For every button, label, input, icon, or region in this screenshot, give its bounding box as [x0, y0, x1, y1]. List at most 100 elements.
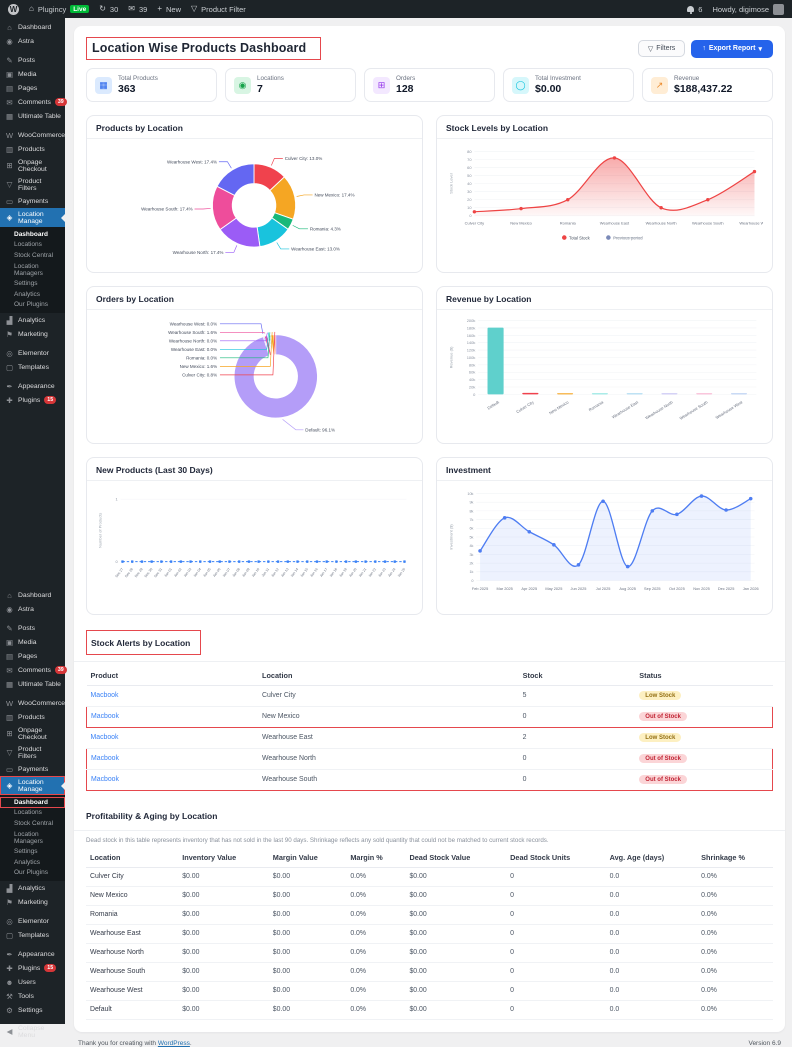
value-cell: $0.00 [178, 905, 269, 925]
sidebar-item-pages[interactable]: ▤ Pages [0, 81, 65, 95]
value-cell: 0 [506, 1000, 606, 1020]
table-row: New Mexico $0.00 $0.00 0.0% $0.00 0 0.0 0.0% [86, 886, 773, 906]
admin-sidebar: ⌂ Dashboard ◉ Astra ✎ Posts ▣ Media ▤ Pages ✉ Comme… [0, 18, 67, 1039]
sidebar-item-astra[interactable]: ◉ Astra [0, 34, 65, 48]
sidebar-item-payments[interactable]: ▭ Payments [0, 762, 65, 776]
filters-button[interactable]: ▽ Filters [637, 40, 686, 57]
submenu-item-dashboard[interactable]: Dashboard [0, 797, 65, 808]
sidebar-item-product-filters[interactable]: ▽ Product Filters [0, 743, 65, 762]
sidebar-item-posts[interactable]: ✎ Posts [0, 53, 65, 67]
sidebar-item-astra[interactable]: ◉ Astra [0, 602, 65, 616]
sidebar-item-plugins[interactable]: ✚ Plugins 15 [0, 393, 65, 407]
updates-count: 30 [109, 4, 119, 14]
sidebar-item-location-manage[interactable]: ◈ Location Manage [0, 208, 65, 227]
new-content-menu[interactable]: + New [157, 5, 181, 14]
account-menu[interactable]: Howdy, digimose [712, 3, 784, 15]
value-cell: $0.00 [405, 924, 507, 944]
legend-item-previous-period[interactable]: Previous period [613, 235, 643, 240]
sidebar-item-location-manage[interactable]: ◈ Location Manage [0, 776, 65, 795]
sidebar-item-posts[interactable]: ✎ Posts [0, 621, 65, 635]
export-report-button[interactable]: ↑ Export Report ▾ [691, 39, 773, 58]
sidebar-item-marketing[interactable]: ⚑ Marketing [0, 327, 65, 341]
comments-link[interactable]: ✉ 39 [128, 5, 147, 14]
submenu-item-our-plugins[interactable]: Our Plugins [14, 869, 48, 877]
chart-donut-orders-by-location: Wearhouse West: 0.0% Wearhouse South: 1.6… [168, 321, 335, 432]
sidebar-item-plugins[interactable]: ✚ Plugins 15 [0, 961, 65, 975]
sidebar-item-onpage-checkout[interactable]: ⊞ Onpage Checkout [0, 724, 65, 743]
sidebar-item-templates[interactable]: ▢ Templates [0, 360, 65, 374]
sidebar-item-analytics[interactable]: ▟ Analytics [0, 881, 65, 895]
sidebar-item-label: Astra [18, 605, 34, 613]
submenu-item-our-plugins[interactable]: Our Plugins [14, 301, 48, 309]
sidebar-item-elementor[interactable]: ◎ Elementor [0, 346, 65, 360]
sidebar-item-ultimate-table[interactable]: ▦ Ultimate Table [0, 677, 65, 691]
wordpress-link[interactable]: WordPress [157, 1039, 190, 1047]
sidebar-item-woocommerce[interactable]: W WooCommerce [0, 128, 65, 142]
product-link[interactable]: Macbook [86, 705, 258, 728]
sidebar-item-label: Pages [18, 652, 38, 660]
stat-value: 7 [257, 83, 263, 95]
submenu-item-stock-central[interactable]: Stock Central [14, 251, 54, 259]
sidebar-item-ultimate-table[interactable]: ▦ Ultimate Table [0, 109, 65, 123]
submenu-item-analytics[interactable]: Analytics [14, 290, 41, 298]
sidebar-item-appearance[interactable]: ✒ Appearance [0, 947, 65, 961]
sidebar-item-settings[interactable]: ⚙ Settings [0, 1003, 65, 1017]
svg-text:New Mexico: 17.4%: New Mexico: 17.4% [314, 192, 354, 197]
submenu-item-stock-central[interactable]: Stock Central [14, 819, 54, 827]
sidebar-item-tools[interactable]: ⚒ Tools [0, 989, 65, 1003]
sidebar-item-product-filters[interactable]: ▽ Product Filters [0, 175, 65, 194]
legend-item-total-stock[interactable]: Total Stock [569, 235, 591, 240]
submenu-item-location-managers[interactable]: Location Managers [14, 262, 43, 277]
sidebar-item-products[interactable]: ▥ Products [0, 142, 65, 156]
revenue-trend-icon: ↗ [651, 76, 668, 94]
column-header-shrinkage: Shrinkage % [697, 847, 773, 868]
chart-donut-products-by-location: Culver City: 13.0% New Mexico: 17.4% Roman… [141, 156, 354, 255]
submenu-item-analytics[interactable]: Analytics [14, 858, 41, 866]
svg-text:4k: 4k [469, 544, 473, 548]
sidebar-item-comments[interactable]: ✉ Comments 39 [0, 95, 67, 109]
sidebar-item-label: Plugins [18, 964, 41, 972]
submenu-item-locations[interactable]: Locations [14, 809, 42, 817]
sidebar-item-products[interactable]: ▥ Products [0, 710, 65, 724]
stat-label: Locations [257, 75, 284, 82]
submenu-item-locations[interactable]: Locations [14, 241, 42, 249]
site-name-link[interactable]: ⌂ Plugincy Live [29, 5, 90, 14]
sidebar-item-dashboard[interactable]: ⌂ Dashboard [0, 588, 65, 602]
sidebar-item-analytics[interactable]: ▟ Analytics [0, 313, 65, 327]
sidebar-item-elementor[interactable]: ◎ Elementor [0, 914, 65, 928]
sidebar-item-label: Astra [18, 37, 34, 45]
value-cell: $0.00 [268, 924, 347, 944]
value-cell: 0.0% [697, 981, 773, 1001]
wp-logo-menu[interactable]: W [8, 3, 19, 15]
product-link[interactable]: Macbook [86, 769, 258, 791]
sidebar-item-onpage-checkout[interactable]: ⊞ Onpage Checkout [0, 156, 65, 175]
product-link[interactable]: Macbook [86, 727, 258, 749]
sidebar-item-dashboard[interactable]: ⌂ Dashboard [0, 20, 65, 34]
sidebar-item-media[interactable]: ▣ Media [0, 635, 65, 649]
product-filter-menu[interactable]: ▽ Product Filter [191, 5, 246, 14]
updates-link[interactable]: ↻ 30 [99, 5, 118, 14]
product-link[interactable]: Macbook [86, 685, 258, 707]
sidebar-item-collapse-menu[interactable]: ◀ Collapse Menu [0, 1022, 65, 1041]
notifications-menu[interactable]: 6 [687, 5, 702, 14]
submenu-item-location-managers[interactable]: Location Managers [14, 830, 43, 845]
sidebar-item-label: Products [18, 145, 45, 153]
sidebar-item-pages[interactable]: ▤ Pages [0, 649, 65, 663]
submenu-item-settings[interactable]: Settings [14, 280, 38, 288]
product-link[interactable]: Macbook [86, 747, 258, 770]
sidebar-item-appearance[interactable]: ✒ Appearance [0, 379, 65, 393]
sidebar-item-media[interactable]: ▣ Media [0, 67, 65, 81]
sidebar-item-label: Posts [18, 624, 35, 632]
sidebar-item-marketing[interactable]: ⚑ Marketing [0, 895, 65, 909]
submenu-item-dashboard[interactable]: Dashboard [14, 230, 48, 238]
svg-text:Jun 2025: Jun 2025 [571, 586, 587, 591]
sidebar-item-woocommerce[interactable]: W WooCommerce [0, 696, 65, 710]
submenu-item-settings[interactable]: Settings [14, 848, 38, 856]
location-cell: Wearhouse South [258, 769, 519, 791]
sidebar-item-templates[interactable]: ▢ Templates [0, 928, 65, 942]
sidebar-item-payments[interactable]: ▭ Payments [0, 194, 65, 208]
svg-text:New Mexico: 1.6%: New Mexico: 1.6% [180, 364, 218, 369]
annotation-box-title: Location Wise Products Dashboard [86, 37, 322, 60]
sidebar-item-comments[interactable]: ✉ Comments 39 [0, 663, 67, 677]
sidebar-item-users[interactable]: ☻ Users [0, 975, 65, 989]
